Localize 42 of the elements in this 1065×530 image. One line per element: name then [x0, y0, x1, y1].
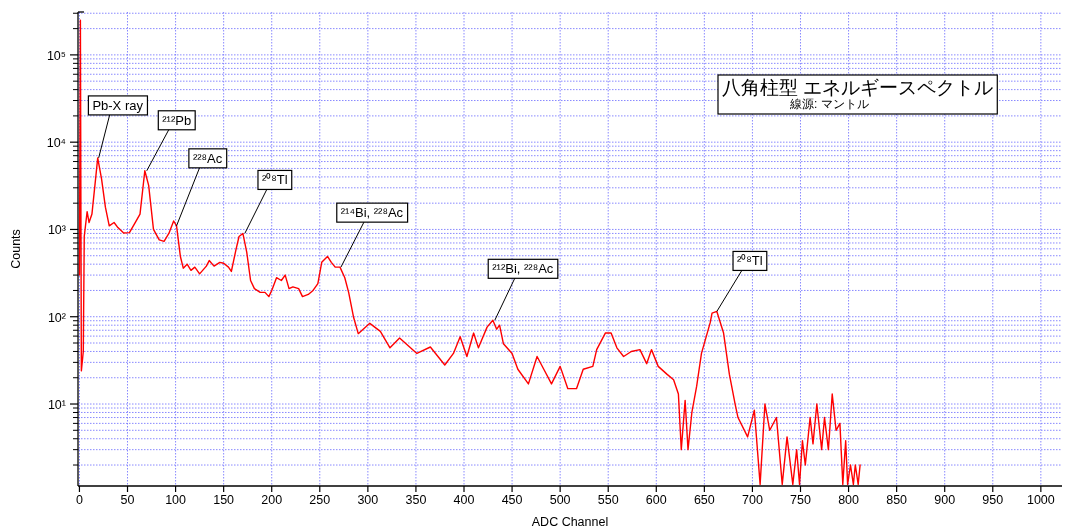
annotation: ²¹²Bi, ²²⁸Ac — [492, 261, 554, 277]
annotation: ²⁰⁸Tl — [716, 250, 768, 312]
annotation: ²¹⁴Bi, ²²⁸Ac — [340, 205, 404, 221]
x-tick-label: 650 — [693, 493, 715, 507]
x-tick-label: 0 — [75, 493, 83, 507]
annotation: ²¹²Bi, ²²⁸Ac — [487, 258, 559, 321]
annotation: ²¹²Pb — [162, 112, 192, 128]
x-tick-label: 150 — [213, 493, 235, 507]
x-tick-label: 600 — [645, 493, 667, 507]
x-tick-label: 250 — [309, 493, 331, 507]
y-tick-label: 10⁵ — [46, 48, 66, 63]
x-tick-label: 750 — [790, 493, 811, 507]
y-tick-label: 10² — [47, 310, 66, 325]
x-tick-label: 700 — [742, 493, 763, 507]
annotation: ²⁰⁸Tl — [244, 169, 293, 234]
x-tick-label: 550 — [597, 493, 619, 507]
x-tick-label: 950 — [982, 493, 1004, 507]
x-tick-label: 500 — [549, 493, 571, 507]
y-axis-title: Counts — [9, 229, 23, 269]
y-tick-label: 10¹ — [47, 398, 66, 413]
x-tick-label: 900 — [934, 493, 956, 507]
title-box: 八角柱型 エネルギースペクトル 線源: マントル — [717, 74, 998, 115]
x-tick-label: 850 — [886, 493, 908, 507]
x-tick-label: 400 — [453, 493, 475, 507]
annotation: Pb-X ray — [87, 95, 149, 159]
annotation: ²⁰⁸Tl — [737, 253, 763, 269]
x-tick-label: 100 — [165, 493, 187, 507]
y-tick-label: 10³ — [47, 223, 66, 238]
annotation: ²¹⁴Bi, ²²⁸Ac — [336, 202, 409, 268]
annotation: ²²⁸Ac — [176, 148, 228, 227]
x-tick-label: 200 — [261, 493, 283, 507]
x-tick-label: 800 — [838, 493, 860, 507]
annotation: ²²⁸Ac — [192, 150, 223, 166]
x-tick-label: 350 — [405, 493, 427, 507]
x-tick-label: 300 — [357, 493, 379, 507]
annotation: Pb-X ray — [92, 97, 144, 113]
y-tick-label: 10⁴ — [46, 136, 66, 151]
x-axis-title: ADC Channel — [531, 515, 609, 529]
x-tick-label: 1000 — [1026, 493, 1055, 507]
x-tick-label: 450 — [501, 493, 523, 507]
annotation: ²⁰⁸Tl — [261, 172, 288, 188]
x-tick-label: 50 — [120, 493, 135, 507]
